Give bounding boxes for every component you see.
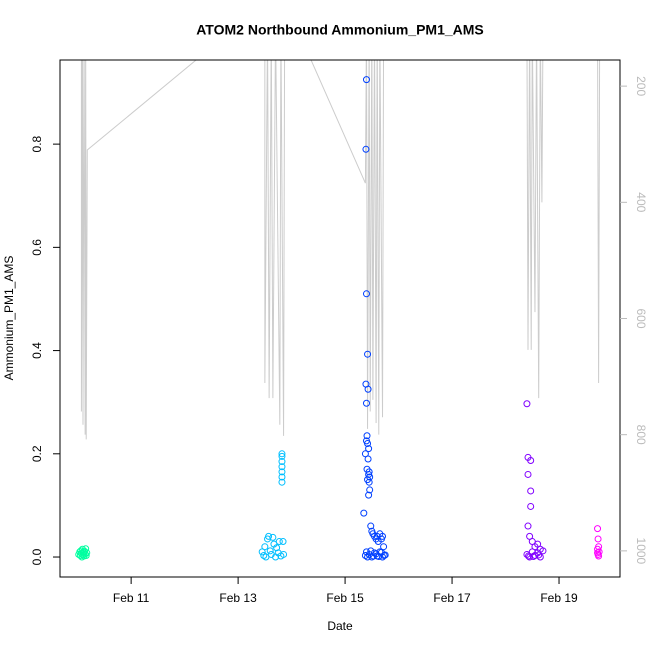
x-tick-label: Feb 17 bbox=[433, 591, 471, 605]
data-point bbox=[362, 145, 370, 153]
data-point bbox=[279, 538, 287, 546]
data-point bbox=[364, 455, 372, 463]
data-point bbox=[367, 522, 375, 530]
y2-tick-label: 200 bbox=[634, 76, 648, 96]
x-tick-label: Feb 13 bbox=[219, 591, 257, 605]
data-point bbox=[365, 491, 373, 499]
y-tick-label: 0.0 bbox=[30, 548, 44, 565]
data-point bbox=[525, 552, 533, 560]
data-point bbox=[535, 551, 543, 559]
data-point bbox=[594, 549, 602, 557]
x-tick-label: Feb 15 bbox=[326, 591, 364, 605]
data-point bbox=[365, 445, 373, 453]
y-tick-label: 0.6 bbox=[30, 239, 44, 256]
data-point bbox=[269, 533, 277, 541]
data-point bbox=[523, 400, 531, 408]
data-point bbox=[524, 522, 532, 530]
y-tick-label: 0.2 bbox=[30, 445, 44, 462]
data-point bbox=[524, 470, 532, 478]
y-tick-label: 0.4 bbox=[30, 342, 44, 359]
data-point bbox=[594, 535, 602, 543]
data-point bbox=[280, 550, 288, 558]
data-point bbox=[527, 487, 535, 495]
data-point bbox=[363, 432, 371, 440]
data-point bbox=[539, 547, 547, 555]
data-point bbox=[278, 450, 286, 458]
data-point bbox=[380, 551, 388, 559]
data-point bbox=[278, 458, 286, 466]
data-point bbox=[278, 452, 286, 460]
data-point bbox=[365, 478, 373, 486]
data-point bbox=[82, 551, 90, 559]
plot-area bbox=[75, 60, 603, 561]
data-point bbox=[260, 551, 268, 559]
data-point bbox=[266, 547, 274, 555]
data-point bbox=[527, 502, 535, 510]
data-point bbox=[364, 350, 372, 358]
data-point bbox=[595, 552, 603, 560]
y2-tick-label: 400 bbox=[634, 192, 648, 212]
y2-tick-label: 1000 bbox=[634, 538, 648, 565]
x-tick-label: Feb 11 bbox=[113, 591, 150, 605]
data-point bbox=[278, 468, 286, 476]
y2-tick-label: 600 bbox=[634, 308, 648, 328]
data-point bbox=[275, 538, 283, 546]
data-point bbox=[362, 76, 370, 84]
data-point bbox=[278, 473, 286, 481]
data-point bbox=[265, 532, 273, 540]
data-point bbox=[379, 532, 387, 540]
data-point bbox=[536, 553, 544, 561]
data-point bbox=[81, 550, 89, 558]
data-point bbox=[527, 457, 535, 465]
data-point bbox=[594, 525, 602, 533]
data-point bbox=[82, 545, 90, 553]
data-point bbox=[83, 549, 91, 557]
y-tick-label: 0.8 bbox=[30, 135, 44, 152]
data-point bbox=[278, 478, 286, 486]
data-point bbox=[364, 439, 372, 447]
data-point bbox=[362, 290, 370, 298]
data-point bbox=[362, 399, 370, 407]
data-point bbox=[261, 543, 269, 551]
chart-title: ATOM2 Northbound Ammonium_PM1_AMS bbox=[196, 22, 484, 38]
x-tick-label: Feb 19 bbox=[540, 591, 578, 605]
data-point bbox=[278, 463, 286, 471]
data-point bbox=[364, 385, 372, 393]
x-axis-label: Date bbox=[327, 619, 353, 633]
y2-tick-label: 800 bbox=[634, 425, 648, 445]
data-point bbox=[361, 551, 369, 559]
data-point bbox=[360, 509, 368, 517]
data-point bbox=[366, 486, 374, 494]
y-axis-label: Ammonium_PM1_AMS bbox=[2, 256, 16, 381]
data-point bbox=[365, 468, 373, 476]
